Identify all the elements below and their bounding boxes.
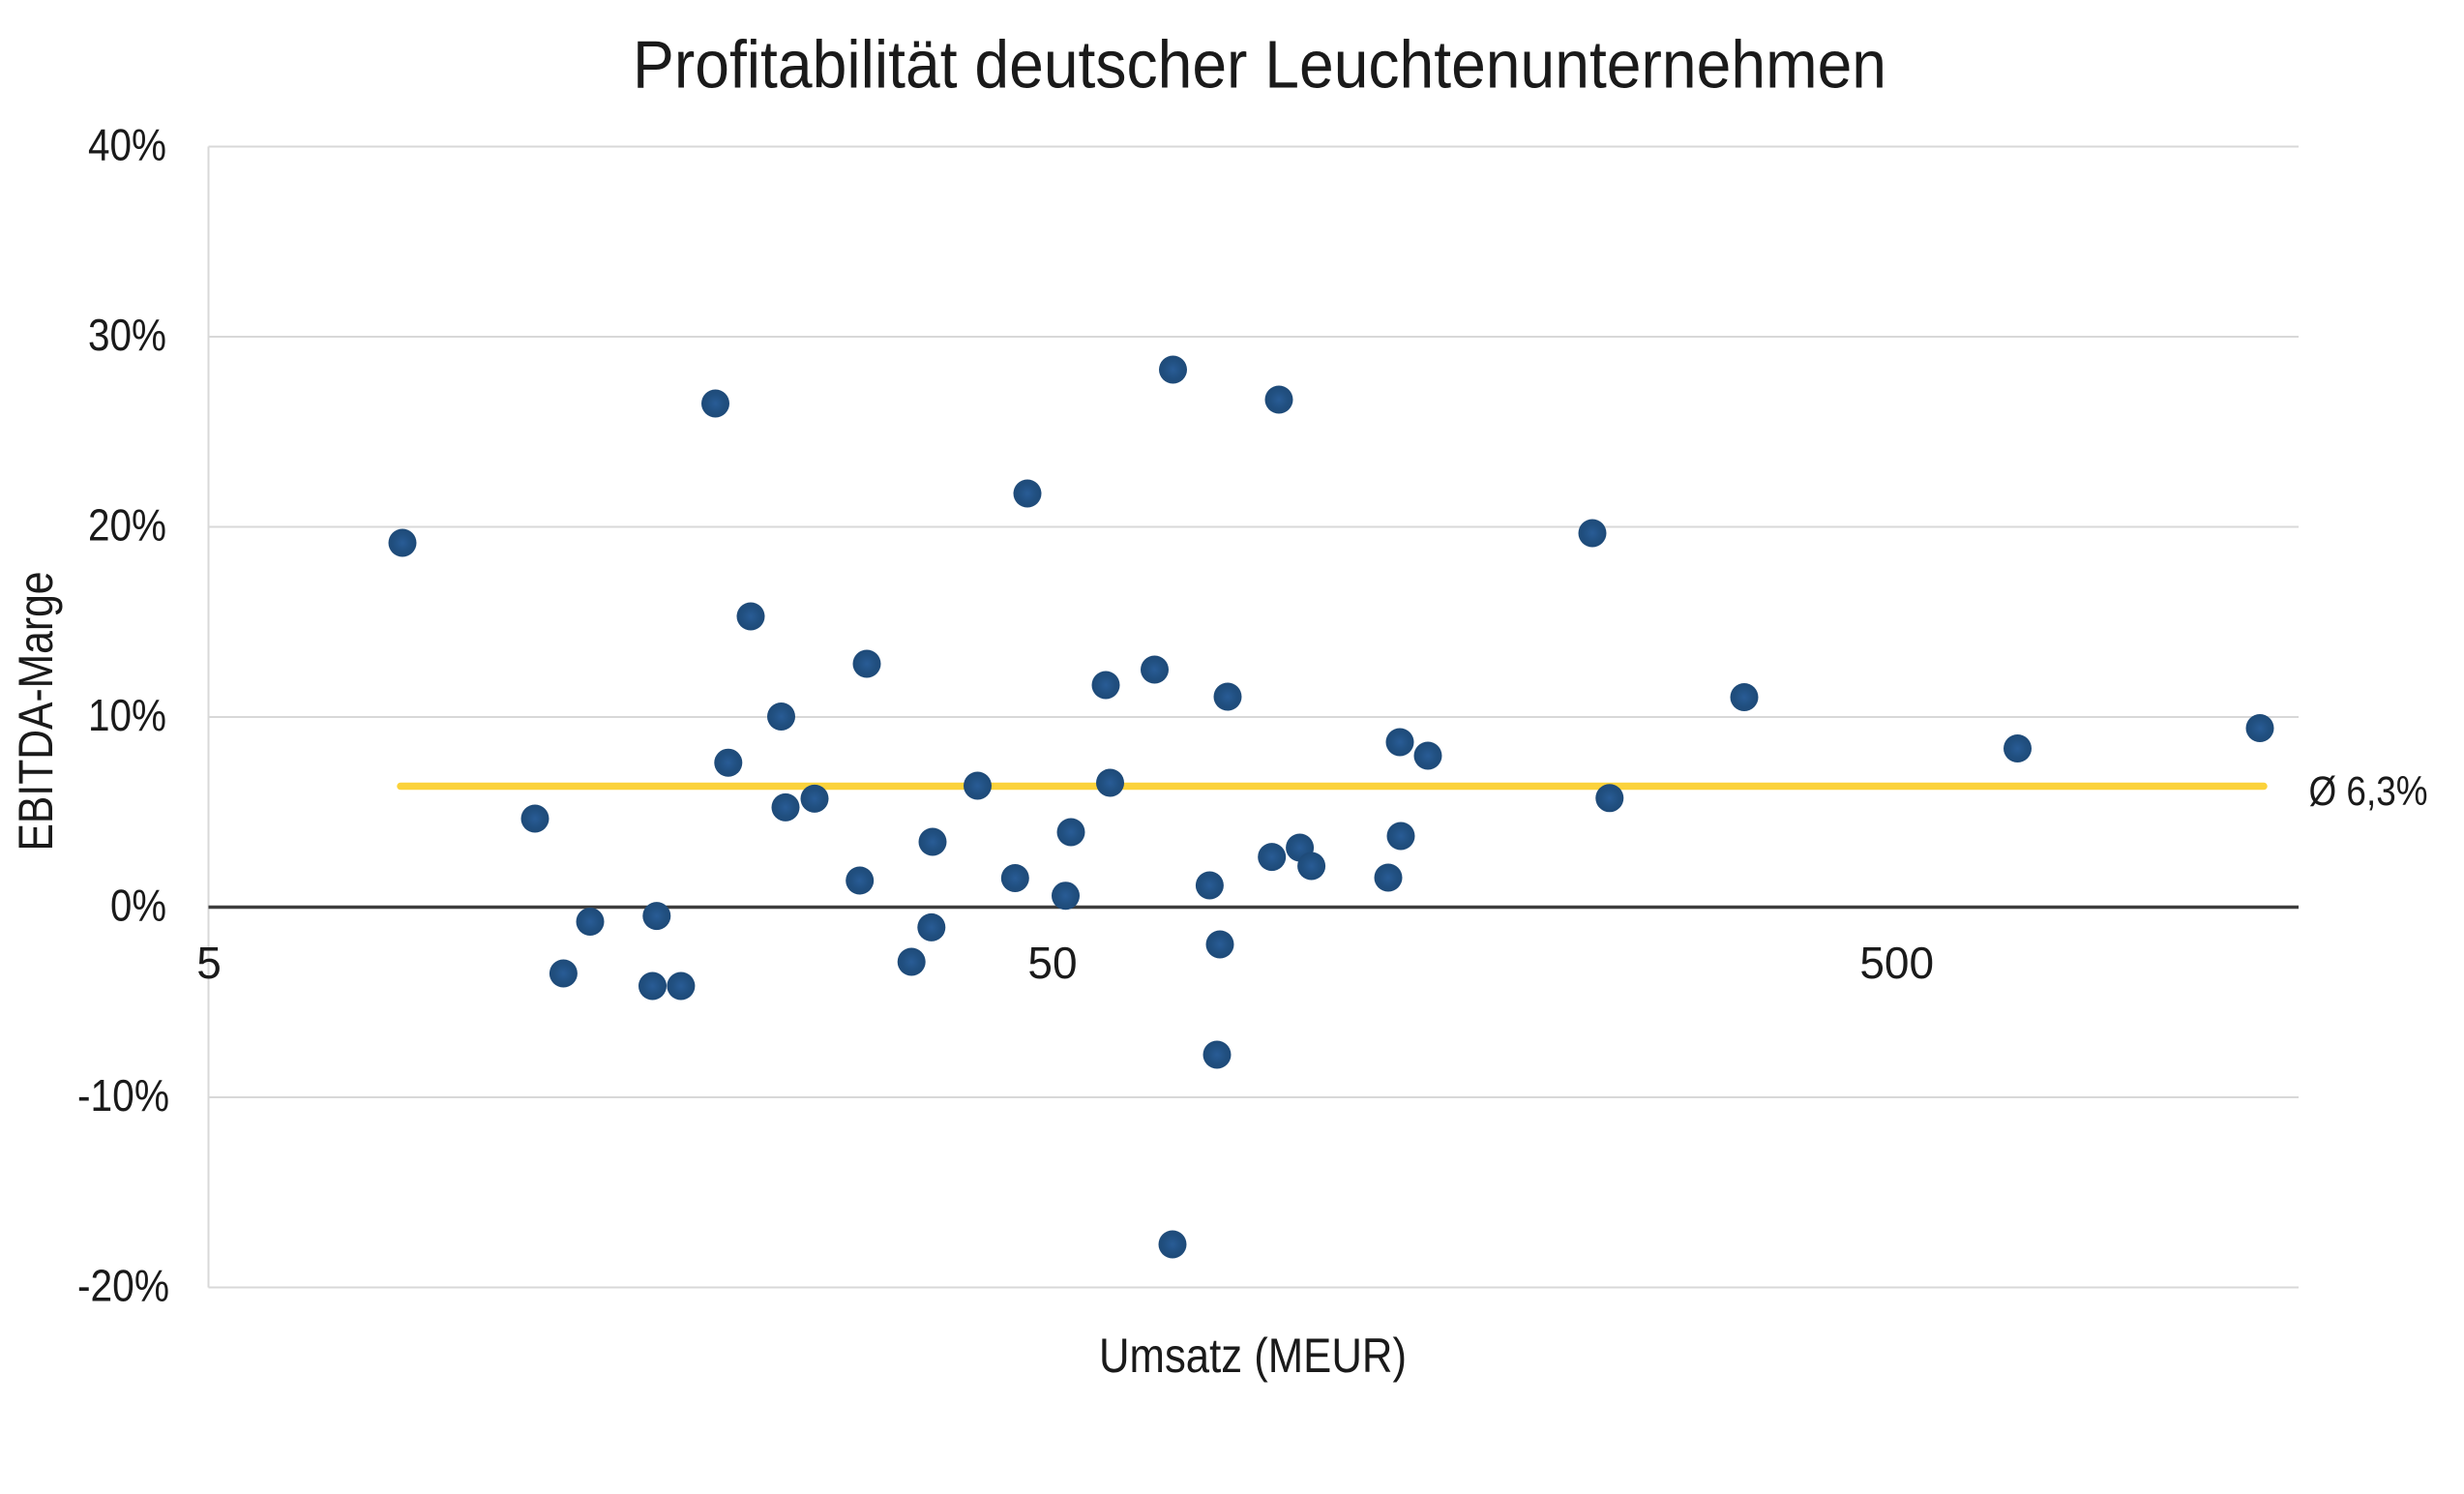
- svg-text:500: 500: [1859, 938, 1934, 988]
- svg-text:Profitabilität deutscher Leuch: Profitabilität deutscher Leuchtenunterne…: [633, 27, 1886, 103]
- svg-text:40%: 40%: [88, 120, 166, 170]
- svg-text:Ø 6,3%: Ø 6,3%: [2309, 768, 2428, 815]
- svg-text:-10%: -10%: [77, 1070, 169, 1120]
- svg-text:0%: 0%: [110, 881, 166, 931]
- svg-text:30%: 30%: [88, 310, 166, 360]
- svg-text:20%: 20%: [88, 500, 166, 551]
- svg-text:Umsatz (MEUR): Umsatz (MEUR): [1099, 1329, 1407, 1383]
- svg-text:-20%: -20%: [77, 1261, 169, 1311]
- svg-text:EBITDA-Marge: EBITDA-Marge: [9, 572, 63, 852]
- svg-text:10%: 10%: [88, 690, 166, 740]
- svg-text:50: 50: [1027, 938, 1077, 988]
- svg-text:5: 5: [196, 938, 222, 988]
